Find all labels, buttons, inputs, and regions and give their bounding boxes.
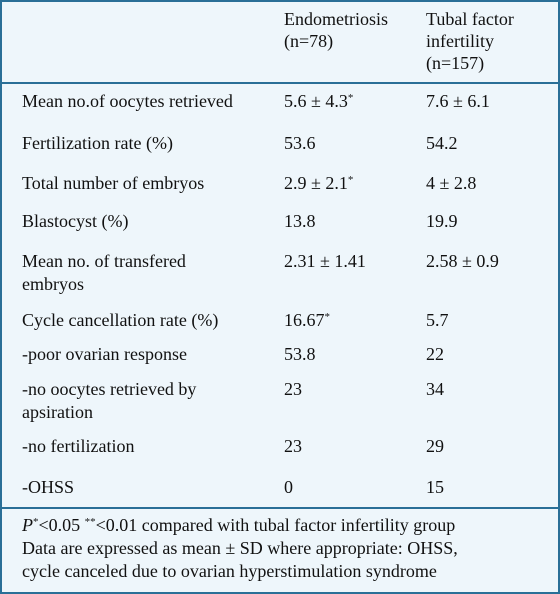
tubal-value: 7.6 ± 6.1 — [426, 91, 490, 111]
row-label-line: -poor ovarian response — [22, 344, 187, 364]
row-label-line: Fertilization rate (%) — [22, 133, 173, 153]
row-label: Mean no. of transfered embryos — [22, 250, 277, 296]
endometriosis-value: 23 — [284, 435, 414, 458]
value-text: 16.67 — [284, 310, 325, 330]
significance-marker: * — [347, 174, 354, 186]
footer-divider — [2, 507, 558, 509]
column-header-endometriosis: Endometriosis (n=78) — [284, 8, 414, 52]
endometriosis-value: 0 — [284, 476, 414, 499]
header-divider — [2, 82, 558, 84]
value-text: 2.9 ± 2.1 — [284, 173, 348, 193]
row-label: Fertilization rate (%) — [22, 132, 277, 155]
value-text: 53.6 — [284, 133, 316, 153]
tubal-value: 2.58 ± 0.9 — [426, 251, 499, 271]
value-text: 13.8 — [284, 211, 316, 231]
value-text: 2.31 ± 1.41 — [284, 251, 366, 271]
header-line: (n=78) — [284, 31, 334, 51]
tubal-value: 19.9 — [426, 211, 458, 231]
endometriosis-value: 13.8 — [284, 210, 414, 233]
row-label: -OHSS — [22, 476, 277, 499]
row-label: Blastocyst (%) — [22, 210, 277, 233]
row-label: -no oocytes retrieved by apsiration — [22, 378, 277, 424]
footnote-line-1: P*<0.05 **<0.01 compared with tubal fact… — [22, 514, 552, 537]
header-line: infertility — [426, 31, 494, 51]
row-label-line: Cycle cancellation rate (%) — [22, 310, 219, 330]
value-text: 23 — [284, 379, 302, 399]
row-label-line: apsiration — [22, 402, 93, 422]
row-label: -poor ovarian response — [22, 343, 277, 366]
table-footnote: P*<0.05 **<0.01 compared with tubal fact… — [22, 514, 552, 583]
tubal-value: 15 — [426, 477, 444, 497]
value-text: 0 — [284, 477, 293, 497]
tubal-value: 5.7 — [426, 310, 449, 330]
column-header-tubal: Tubal factor infertility (n=157) — [426, 8, 546, 74]
footnote-line-3: cycle canceled due to ovarian hyperstimu… — [22, 561, 437, 581]
row-label: -no fertilization — [22, 435, 277, 458]
row-label-line: Total number of embryos — [22, 173, 205, 193]
endometriosis-value: 5.6 ± 4.3* — [284, 90, 414, 113]
endometriosis-value: 53.8 — [284, 343, 414, 366]
tubal-value: 54.2 — [426, 133, 458, 153]
footnote-sup: ** — [84, 516, 96, 528]
footnote-text: <0.05 — [38, 515, 85, 535]
row-label: Cycle cancellation rate (%) — [22, 309, 277, 332]
value-text: 53.8 — [284, 344, 316, 364]
endometriosis-value: 2.9 ± 2.1* — [284, 172, 414, 195]
row-label-line: Mean no. of transfered — [22, 251, 186, 271]
row-label-line: embryos — [22, 274, 84, 294]
value-text: 23 — [284, 436, 302, 456]
tubal-value: 34 — [426, 379, 444, 399]
endometriosis-value: 23 — [284, 378, 414, 401]
row-label-line: Mean no.of oocytes retrieved — [22, 91, 233, 111]
endometriosis-value: 16.67* — [284, 309, 414, 332]
row-label-line: -no oocytes retrieved by — [22, 379, 197, 399]
significance-marker: * — [347, 92, 354, 104]
row-label-line: -no fertilization — [22, 436, 135, 456]
significance-marker: * — [324, 311, 331, 323]
header-line: Endometriosis — [284, 9, 388, 29]
footnote-sup: * — [33, 516, 39, 528]
tubal-value: 22 — [426, 344, 444, 364]
endometriosis-value: 53.6 — [284, 132, 414, 155]
tubal-value: 29 — [426, 436, 444, 456]
row-label: Mean no.of oocytes retrieved — [22, 90, 277, 113]
tubal-value: 4 ± 2.8 — [426, 173, 477, 193]
value-text: 5.6 ± 4.3 — [284, 91, 348, 111]
header-line: Tubal factor — [426, 9, 514, 29]
header-line: (n=157) — [426, 53, 485, 73]
row-label-line: -OHSS — [22, 477, 75, 497]
footnote-p: P — [22, 515, 33, 535]
row-label: Total number of embryos — [22, 172, 277, 195]
footnote-line-2: Data are expressed as mean ± SD where ap… — [22, 538, 458, 558]
endometriosis-value: 2.31 ± 1.41 — [284, 250, 414, 273]
row-label-line: Blastocyst (%) — [22, 211, 129, 231]
footnote-text: <0.01 compared with tubal factor inferti… — [95, 515, 456, 535]
